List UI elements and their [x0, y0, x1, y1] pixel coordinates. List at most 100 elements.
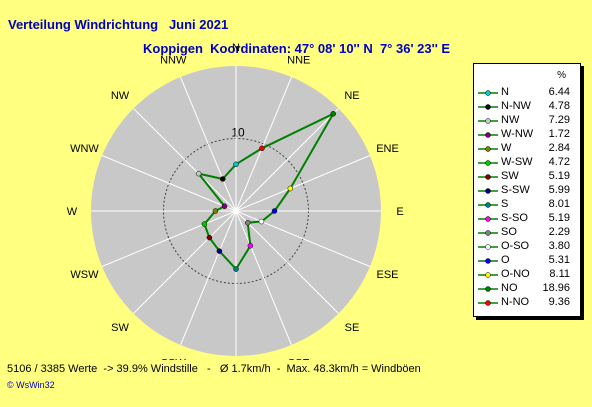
legend-label: S — [501, 198, 509, 210]
legend-swatch — [478, 258, 498, 264]
legend: % N 6.44 N-NW 4.78 NW 7.29 W-NW 1.72 W 2.84 W-SW 4.… — [473, 63, 581, 317]
legend-label: W-SW — [501, 156, 533, 168]
legend-swatch — [478, 244, 498, 250]
legend-swatch — [478, 216, 498, 222]
legend-value: 5.99 — [548, 184, 570, 196]
legend-label: O-SO — [501, 240, 530, 252]
spoke-ssw — [180, 210, 237, 346]
legend-item: O 5.31 — [474, 254, 580, 268]
legend-value: 1.72 — [548, 128, 570, 140]
legend-label: SW — [501, 170, 519, 182]
legend-item: SW 5.19 — [474, 170, 580, 184]
spoke-nw — [133, 108, 237, 212]
footer-stats: 5106 / 3385 Werte -> 39.9% Windstille - … — [7, 363, 421, 375]
legend-item: W 2.84 — [474, 142, 580, 156]
spoke-ene — [235, 155, 371, 212]
spoke-nnw — [180, 76, 237, 212]
legend-label: N-NW — [501, 100, 531, 112]
spoke-sw — [133, 210, 237, 314]
data-point-wnw — [221, 203, 228, 209]
legend-swatch — [478, 230, 498, 236]
data-point-se — [244, 219, 251, 226]
data-point-e — [271, 208, 278, 214]
direction-label-w: W — [67, 206, 78, 218]
legend-item: N-NO 9.36 — [474, 296, 580, 310]
direction-label-se: SE — [345, 322, 360, 334]
direction-label-wnw: WNW — [70, 143, 99, 155]
data-point-nne — [259, 145, 265, 152]
data-point-w — [212, 208, 219, 214]
legend-swatch — [478, 300, 498, 306]
legend-value: 4.78 — [548, 100, 570, 112]
legend-label: SO — [501, 226, 517, 238]
data-point-s — [233, 266, 239, 272]
direction-label-n: N — [232, 42, 240, 54]
legend-item: S 8.01 — [474, 198, 580, 212]
legend-item: N 6.44 — [474, 86, 580, 100]
spoke-ese — [235, 210, 371, 267]
direction-label-sse: SSE — [288, 358, 310, 360]
direction-label-nw: NW — [111, 90, 130, 102]
spoke-sse — [235, 210, 292, 346]
legend-swatch — [478, 118, 498, 124]
legend-item: NO 18.96 — [474, 282, 580, 296]
legend-item: SO 2.29 — [474, 226, 580, 240]
legend-item: O-NO 8.11 — [474, 268, 580, 282]
data-point-wsw — [201, 221, 208, 227]
spoke-wsw — [101, 210, 237, 267]
legend-item: NW 7.29 — [474, 114, 580, 128]
legend-swatch — [478, 202, 498, 208]
legend-label: NW — [501, 114, 520, 126]
direction-label-ene: ENE — [376, 143, 399, 155]
legend-swatch — [478, 146, 498, 152]
data-point-sse — [247, 243, 254, 249]
legend-swatch — [478, 104, 498, 110]
legend-value: 2.29 — [548, 226, 570, 238]
legend-item: O-SO 3.80 — [474, 240, 580, 254]
spoke-wnw — [101, 155, 237, 212]
legend-item: W-NW 1.72 — [474, 128, 580, 142]
legend-item: S-SW 5.99 — [474, 184, 580, 198]
legend-label: N-NO — [501, 296, 530, 308]
data-point-ssw — [216, 248, 223, 254]
legend-swatch — [478, 90, 498, 96]
legend-value: 8.01 — [548, 198, 570, 210]
legend-label: S-SO — [501, 212, 528, 224]
legend-value: 9.36 — [548, 296, 570, 308]
legend-swatch — [478, 286, 498, 292]
legend-swatch — [478, 160, 498, 166]
legend-item: N-NW 4.78 — [474, 100, 580, 114]
data-point-nnw — [219, 176, 226, 182]
legend-value: 4.72 — [548, 156, 570, 168]
legend-label: S-SW — [501, 184, 530, 196]
direction-label-wsw: WSW — [70, 269, 99, 281]
brand-label: © WsWin32 — [7, 380, 55, 390]
direction-label-ese: ESE — [377, 269, 399, 281]
data-point-ne — [330, 111, 336, 117]
legend-value: 7.29 — [548, 114, 570, 126]
legend-value: 3.80 — [548, 240, 570, 252]
legend-item: S-SO 5.19 — [474, 212, 580, 226]
legend-label: W-NW — [501, 128, 534, 140]
spoke-se — [235, 210, 339, 314]
legend-value: 18.96 — [542, 282, 570, 294]
legend-value: 6.44 — [548, 86, 570, 98]
legend-value: 8.11 — [549, 268, 570, 280]
legend-value: 5.31 — [548, 254, 570, 266]
direction-label-sw: SW — [111, 322, 129, 334]
legend-value: 5.19 — [548, 170, 570, 182]
legend-label: N — [501, 86, 509, 98]
legend-label: O-NO — [501, 268, 530, 280]
direction-label-ne: NE — [344, 90, 359, 102]
legend-label: NO — [501, 282, 518, 294]
legend-label: W — [501, 142, 512, 154]
legend-item: W-SW 4.72 — [474, 156, 580, 170]
direction-label-ssw: SSW — [161, 358, 187, 360]
data-point-ese — [258, 218, 265, 225]
spoke-ne — [235, 108, 339, 212]
direction-label-nne: NNE — [287, 54, 310, 66]
spoke-nne — [235, 76, 292, 212]
wind-rose-chart: 10NNNENEENEEESESESSESSSWSWWSWWWNWNWNNW — [67, 42, 404, 360]
ring-label: 10 — [231, 126, 245, 140]
data-point-sw — [206, 234, 213, 241]
